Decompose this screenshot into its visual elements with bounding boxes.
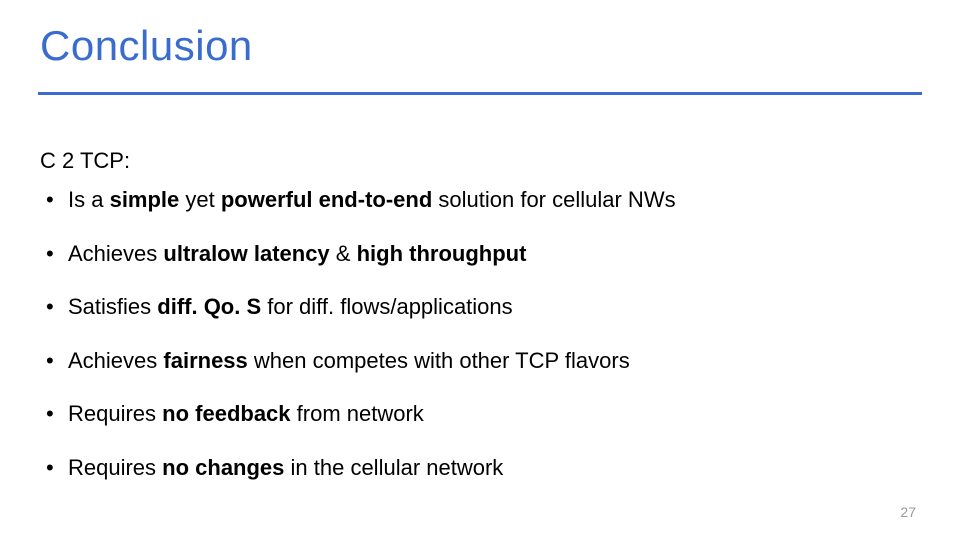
bullet-text-segment: Achieves — [68, 241, 163, 266]
bullet-text-segment: no feedback — [162, 401, 290, 426]
bullet-text-segment: Satisfies — [68, 294, 157, 319]
bullet-item: Requires no changes in the cellular netw… — [40, 454, 910, 482]
bullet-text-segment: Achieves — [68, 348, 163, 373]
bullet-text-segment: Is a — [68, 187, 110, 212]
bullet-text-segment: no changes — [162, 455, 284, 480]
bullet-text-segment: fairness — [163, 348, 247, 373]
bullet-item: Is a simple yet powerful end-to-end solu… — [40, 186, 910, 214]
slide: Conclusion C 2 TCP: Is a simple yet powe… — [0, 0, 960, 540]
slide-title: Conclusion — [40, 22, 253, 70]
slide-subtitle: C 2 TCP: — [40, 148, 130, 174]
bullet-text-segment: Requires — [68, 401, 162, 426]
page-number: 27 — [900, 504, 916, 520]
bullet-text-segment: & — [330, 241, 357, 266]
bullet-item: Achieves fairness when competes with oth… — [40, 347, 910, 375]
title-underline — [38, 92, 922, 95]
bullet-text-segment: yet — [179, 187, 221, 212]
bullet-item: Satisfies diff. Qo. S for diff. flows/ap… — [40, 293, 910, 321]
bullet-text-segment: when competes with other TCP flavors — [248, 348, 630, 373]
bullet-text-segment: powerful end-to-end — [221, 187, 432, 212]
bullet-text-segment: Requires — [68, 455, 162, 480]
bullet-list: Is a simple yet powerful end-to-end solu… — [40, 186, 910, 507]
bullet-text-segment: ultralow latency — [163, 241, 329, 266]
bullet-text-segment: simple — [110, 187, 180, 212]
bullet-text-segment: solution for cellular NWs — [432, 187, 675, 212]
bullet-item: Requires no feedback from network — [40, 400, 910, 428]
bullet-text-segment: diff. Qo. S — [157, 294, 261, 319]
bullet-text-segment: high throughput — [357, 241, 527, 266]
bullet-text-segment: in the cellular network — [284, 455, 503, 480]
bullet-item: Achieves ultralow latency & high through… — [40, 240, 910, 268]
bullet-text-segment: from network — [291, 401, 424, 426]
bullet-text-segment: for diff. flows/applications — [261, 294, 513, 319]
